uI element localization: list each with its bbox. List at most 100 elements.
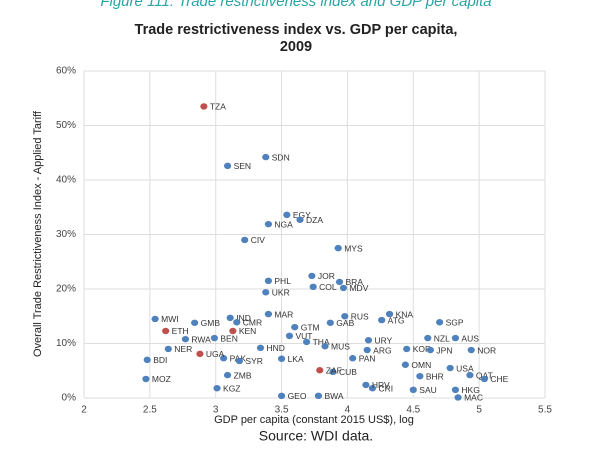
- point-label: BRA: [346, 277, 364, 287]
- x-axis-label: GDP per capita (constant 2015 US$), log: [214, 414, 414, 426]
- data-point: [409, 386, 417, 394]
- data-point: [142, 375, 150, 383]
- point-label: RWA: [191, 334, 211, 344]
- data-point: [233, 319, 241, 326]
- data-point: [341, 313, 349, 320]
- y-tick-label: 0%: [62, 393, 77, 404]
- data-point: [151, 315, 159, 323]
- point-label: MOZ: [152, 374, 171, 384]
- data-point: [223, 371, 232, 379]
- point-label: ZAF: [326, 365, 342, 375]
- point-label: BHR: [426, 371, 444, 381]
- point-label: MUS: [331, 341, 350, 351]
- point-label: GTM: [301, 322, 320, 332]
- point-label: VUT: [295, 331, 312, 341]
- data-point: [368, 384, 377, 392]
- data-point: [364, 337, 373, 344]
- point-label: GAB: [336, 318, 354, 328]
- point-label: ATG: [388, 315, 405, 325]
- point-label: KEN: [239, 326, 256, 336]
- y-tick-label: 60%: [56, 66, 76, 77]
- y-tick-label: 40%: [56, 175, 76, 186]
- y-tick-label: 30%: [56, 229, 76, 240]
- point-label: UKR: [272, 288, 290, 298]
- data-point: [424, 334, 432, 342]
- point-label: CUB: [339, 367, 357, 377]
- point-label: URY: [375, 335, 393, 345]
- data-point: [451, 334, 460, 342]
- point-label: BDI: [153, 355, 167, 365]
- point-label: JOR: [318, 271, 335, 281]
- point-label: COL: [319, 282, 337, 292]
- point-label: PAN: [359, 353, 376, 363]
- point-label: SAU: [419, 385, 436, 395]
- point-label: RUS: [351, 312, 369, 322]
- data-point: [256, 344, 265, 352]
- point-label: KGZ: [223, 383, 240, 393]
- point-label: PHL: [274, 276, 291, 286]
- data-point: [363, 346, 371, 354]
- point-label: CMR: [243, 317, 262, 327]
- data-point: [283, 211, 291, 219]
- point-label: NOR: [477, 345, 496, 355]
- data-point: [416, 373, 424, 380]
- data-point: [262, 289, 270, 296]
- point-label: CHE: [490, 374, 508, 384]
- x-tick-label: 4.5: [406, 405, 420, 416]
- data-point: [264, 277, 272, 285]
- point-label: BWA: [324, 391, 343, 401]
- y-tick-label: 50%: [56, 120, 76, 131]
- data-point: [321, 343, 329, 350]
- data-point: [262, 153, 270, 161]
- data-point: [223, 162, 232, 170]
- x-tick-label: 5.5: [538, 405, 552, 416]
- data-point: [210, 334, 218, 342]
- point-label: MWI: [161, 314, 178, 324]
- point-label: MAR: [274, 309, 293, 319]
- data-point: [436, 319, 444, 326]
- data-point: [285, 332, 294, 340]
- point-label: CRI: [378, 383, 393, 393]
- data-point: [385, 310, 394, 318]
- point-label: OMN: [411, 360, 431, 370]
- data-point: [308, 272, 316, 280]
- point-label: GMB: [201, 318, 221, 328]
- data-point: [480, 375, 489, 383]
- point-label: USA: [456, 363, 474, 373]
- data-point: [200, 103, 208, 110]
- figure-caption: Figure 111: Trade restrictiveness index …: [100, 0, 491, 10]
- point-label: EGY: [293, 210, 311, 220]
- chart-title: Trade restrictiveness index vs. GDP per …: [135, 22, 458, 38]
- point-label: BEN: [220, 333, 237, 343]
- x-tick-label: 2: [81, 405, 87, 416]
- data-point: [446, 364, 454, 372]
- point-label: DZA: [306, 215, 323, 225]
- point-label: QAT: [476, 370, 493, 380]
- data-point: [164, 345, 172, 353]
- point-label: IND: [236, 313, 251, 323]
- data-point: [302, 338, 311, 346]
- point-label: ETH: [172, 326, 189, 336]
- data-point: [335, 278, 344, 286]
- x-tick-label: 4: [345, 405, 351, 416]
- point-label: NER: [174, 344, 192, 354]
- data-point: [403, 345, 411, 353]
- data-point: [143, 356, 151, 364]
- x-tick-label: 2.5: [143, 405, 157, 416]
- data-point: [309, 283, 317, 291]
- y-tick-label: 20%: [56, 284, 76, 295]
- data-point: [226, 314, 234, 322]
- point-label: THA: [313, 337, 330, 347]
- data-point: [235, 357, 244, 365]
- y-tick-label: 10%: [56, 338, 76, 349]
- data-point: [196, 350, 204, 358]
- x-tick-label: 3.5: [275, 405, 289, 416]
- data-point: [162, 327, 170, 335]
- point-label: SDN: [272, 152, 290, 162]
- y-axis-label: Overall Trade Restrictiveness Index - Ap…: [32, 110, 44, 357]
- point-label: MAC: [464, 393, 483, 403]
- data-point: [291, 323, 299, 331]
- data-point: [316, 367, 324, 374]
- point-label: ARG: [373, 345, 391, 355]
